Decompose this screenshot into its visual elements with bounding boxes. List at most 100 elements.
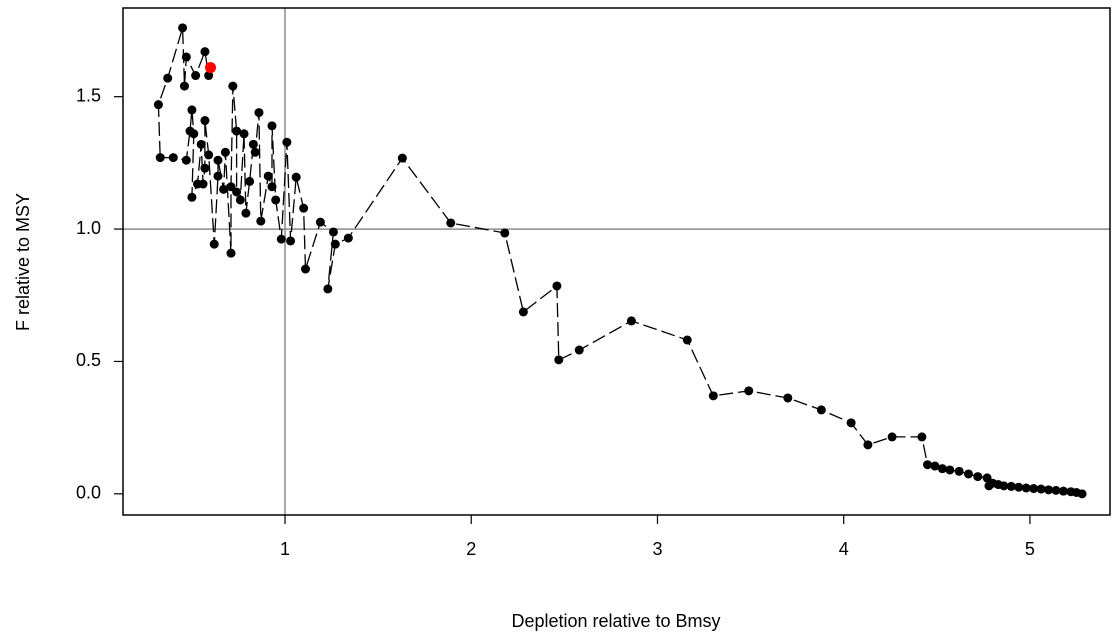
point — [213, 171, 223, 181]
point — [256, 216, 266, 226]
point — [397, 153, 407, 163]
point — [191, 71, 201, 81]
point — [945, 465, 955, 475]
point — [200, 47, 210, 57]
point — [232, 187, 242, 197]
point — [204, 150, 214, 160]
point — [226, 182, 236, 192]
point — [937, 464, 947, 474]
plot-frame — [122, 7, 1111, 516]
point — [181, 52, 191, 62]
point — [973, 472, 983, 482]
point — [1058, 486, 1068, 496]
point — [963, 469, 973, 479]
point — [204, 71, 214, 81]
point — [301, 264, 311, 274]
point — [1044, 485, 1054, 495]
point — [187, 105, 197, 115]
point — [241, 208, 251, 218]
point — [209, 239, 219, 249]
point — [315, 217, 325, 227]
point — [863, 440, 873, 450]
point — [168, 153, 178, 163]
point — [196, 139, 206, 149]
point — [185, 126, 195, 136]
point — [574, 345, 584, 355]
point — [153, 100, 163, 110]
point — [552, 281, 562, 291]
point — [744, 386, 754, 396]
point — [1066, 487, 1076, 497]
x-tick-label: 1 — [280, 539, 290, 559]
point — [500, 228, 510, 238]
point — [232, 126, 242, 136]
point — [1051, 485, 1061, 495]
y-tick-label: 1.5 — [76, 85, 101, 105]
point — [518, 307, 528, 317]
point — [291, 172, 301, 182]
point — [708, 391, 718, 401]
point — [1036, 484, 1046, 494]
point — [783, 393, 793, 403]
point — [984, 481, 994, 491]
point — [1014, 482, 1024, 492]
point — [181, 155, 191, 165]
y-tick-label: 1.0 — [76, 218, 101, 238]
point — [323, 284, 333, 294]
point — [239, 129, 249, 139]
point — [228, 81, 238, 91]
y-axis-label: F relative to MSY — [13, 193, 33, 331]
point — [1006, 481, 1016, 491]
point — [179, 81, 189, 91]
point — [846, 418, 856, 428]
point — [267, 121, 277, 131]
point — [299, 203, 309, 213]
point — [263, 171, 273, 181]
point — [682, 335, 692, 345]
point — [1021, 483, 1031, 493]
point — [200, 163, 210, 173]
point — [554, 355, 564, 365]
point — [250, 147, 260, 157]
point — [276, 234, 286, 244]
point — [213, 155, 223, 165]
point — [982, 473, 992, 483]
point — [178, 23, 188, 33]
point — [1029, 484, 1039, 494]
point — [187, 192, 197, 202]
point — [267, 182, 277, 192]
point — [219, 184, 229, 194]
point — [235, 195, 245, 205]
point — [330, 239, 340, 249]
point — [343, 233, 353, 243]
y-tick-label: 0.0 — [76, 483, 101, 503]
point — [200, 116, 210, 126]
point — [220, 147, 230, 157]
x-tick-label: 5 — [1025, 539, 1035, 559]
point — [248, 139, 258, 149]
point — [887, 432, 897, 442]
point — [917, 432, 927, 442]
point — [930, 461, 940, 471]
point — [286, 236, 296, 246]
point — [922, 460, 932, 470]
point — [328, 227, 338, 237]
x-tick-label: 2 — [466, 539, 476, 559]
point — [816, 405, 826, 415]
x-axis-label: Depletion relative to Bmsy — [511, 611, 720, 631]
point — [254, 108, 264, 118]
point — [245, 176, 255, 186]
y-tick-label: 0.5 — [76, 350, 101, 370]
current-point — [205, 62, 217, 74]
x-tick-label: 3 — [652, 539, 662, 559]
point — [155, 153, 165, 163]
point — [282, 137, 292, 147]
point — [446, 218, 456, 228]
point — [163, 73, 173, 83]
point — [192, 179, 202, 189]
point — [271, 195, 281, 205]
x-tick-label: 4 — [839, 539, 849, 559]
point — [226, 248, 236, 258]
point — [626, 316, 636, 326]
